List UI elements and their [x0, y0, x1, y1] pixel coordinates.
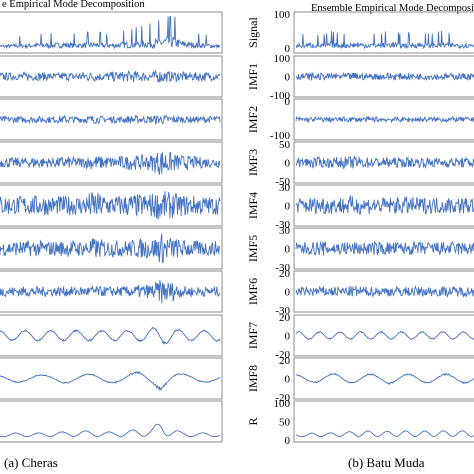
right-imf1-trace [295, 71, 474, 82]
tick-label-imf1-2: -100 [270, 90, 291, 102]
right-signal-trace [295, 30, 474, 50]
tick-label-imf5-2: -30 [275, 262, 290, 274]
left-imf1-frame [0, 55, 223, 98]
left-imf5-frame [0, 227, 223, 270]
right-imf6-frame [293, 270, 474, 313]
right-imf8-trace [295, 372, 474, 386]
tick-label-r-0: 100 [274, 398, 291, 410]
left-imf4-trace [0, 191, 221, 220]
row-label-imf2: IMF2 [246, 106, 260, 133]
tick-label-r-2: 0 [285, 435, 291, 447]
left-imf1-trace [0, 69, 221, 83]
left-imf8-frame [0, 357, 223, 400]
right-signal-frame [293, 11, 474, 54]
right-panel-title: Ensemble Empirical Mode Decomposition [311, 3, 474, 14]
tick-label-imf1-0: 100 [274, 53, 291, 65]
tick-label-imf7-0: 20 [279, 312, 291, 324]
left-imf3-trace [0, 151, 221, 175]
tick-label-imf5-1: 0 [285, 244, 291, 256]
left-caption: (a) Cheras [4, 455, 58, 470]
left-imf7-frame [0, 314, 223, 357]
right-imf5-frame [293, 227, 474, 270]
tick-label-signal-0: 100 [274, 9, 291, 21]
tick-label-r-1: 50 [279, 417, 291, 429]
tick-label-imf5-0: 30 [279, 225, 291, 237]
tick-label-imf8-2: -20 [275, 392, 290, 404]
left-imf7-trace [0, 326, 221, 345]
right-imf3-frame [293, 141, 474, 184]
tick-label-signal-1: 0 [285, 43, 291, 55]
tick-label-imf2-0: 0 [285, 96, 291, 108]
tick-label-imf6-1: 0 [285, 287, 291, 299]
left-imf8-trace [0, 370, 221, 392]
left-panel-title: e Empirical Mode Decomposition [2, 0, 145, 10]
right-imf3-trace [295, 155, 474, 170]
tick-label-imf7-1: 0 [285, 331, 291, 343]
tick-label-imf3-0: 50 [279, 139, 291, 151]
tick-label-imf6-0: 20 [279, 268, 291, 280]
right-caption: (b) Batu Muda [348, 455, 425, 470]
tick-label-imf8-0: 20 [279, 355, 291, 367]
right-imf5-trace [295, 240, 474, 256]
tick-label-imf4-2: -30 [275, 219, 290, 231]
tick-label-imf6-2: -30 [275, 305, 290, 317]
right-imf4-frame [293, 184, 474, 227]
right-imf2-frame [293, 98, 474, 141]
left-r-trace [0, 423, 221, 438]
left-imf6-frame [0, 270, 223, 313]
right-imf6-trace [295, 285, 474, 299]
right-imf4-trace [295, 194, 474, 215]
tick-label-imf4-0: 30 [279, 182, 291, 194]
row-label-imf4: IMF4 [246, 192, 260, 219]
right-r-frame [293, 400, 474, 443]
right-imf7-trace [295, 330, 474, 341]
left-imf2-frame [0, 98, 223, 141]
left-signal-frame [0, 11, 223, 54]
row-label-imf3: IMF3 [246, 149, 260, 176]
right-imf2-trace [295, 115, 474, 124]
right-imf7-frame [293, 314, 474, 357]
tick-label-imf3-2: -50 [275, 176, 290, 188]
tick-label-imf7-2: -20 [275, 349, 290, 361]
right-r-trace [295, 430, 474, 438]
left-imf6-trace [0, 279, 221, 304]
row-label-imf6: IMF6 [246, 278, 260, 305]
tick-label-imf2-1: -100 [270, 130, 291, 142]
right-imf1-frame [293, 55, 474, 98]
row-label-imf1: IMF1 [246, 63, 260, 90]
left-r-frame [0, 400, 223, 443]
tick-label-imf1-1: 0 [285, 72, 291, 84]
row-label-imf8: IMF8 [246, 365, 260, 392]
row-label-imf5: IMF5 [246, 235, 260, 262]
left-imf4-frame [0, 184, 223, 227]
right-imf8-frame [293, 357, 474, 400]
left-imf2-trace [0, 114, 221, 125]
row-label-signal: Signal [246, 17, 260, 48]
left-signal-trace [0, 16, 221, 50]
tick-label-imf3-1: 0 [285, 158, 291, 170]
row-label-imf7: IMF7 [246, 322, 260, 349]
tick-label-imf4-1: 0 [285, 201, 291, 213]
row-label-r: R [246, 417, 260, 425]
left-imf5-trace [0, 233, 221, 264]
tick-label-imf8-1: 0 [285, 374, 291, 386]
left-imf3-frame [0, 141, 223, 184]
